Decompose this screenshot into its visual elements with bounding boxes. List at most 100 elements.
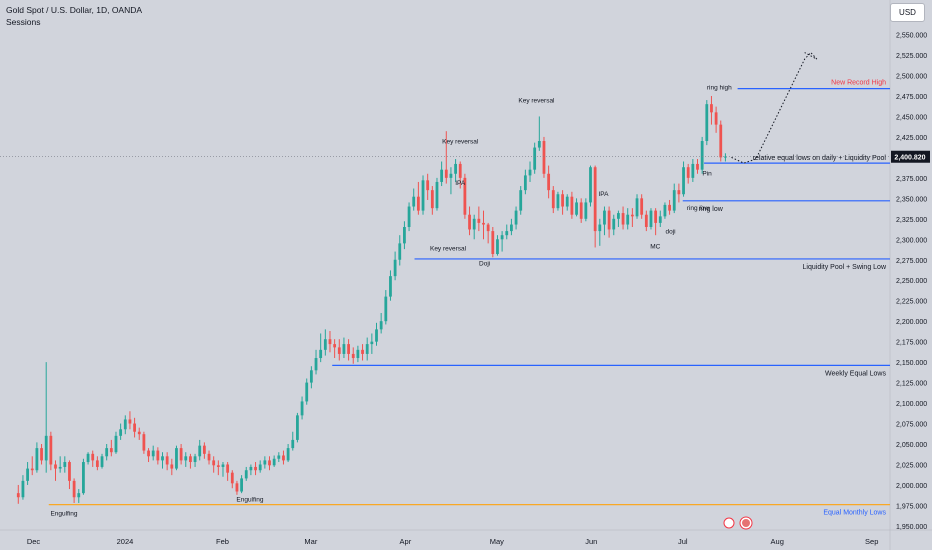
candle-body bbox=[254, 466, 257, 471]
candle-body bbox=[314, 358, 318, 371]
candle-body bbox=[705, 104, 709, 142]
candle-body bbox=[198, 445, 202, 457]
candle-body bbox=[644, 214, 648, 227]
pattern-annotation: Engulfing bbox=[50, 510, 77, 517]
candle-body bbox=[189, 456, 192, 463]
candle-body bbox=[128, 419, 132, 424]
candle-body bbox=[500, 235, 504, 240]
candle-body bbox=[333, 344, 337, 348]
candle-body bbox=[696, 163, 699, 170]
currency-button[interactable]: USD bbox=[890, 3, 925, 22]
candle-body bbox=[142, 434, 146, 451]
candle-body bbox=[635, 198, 639, 217]
price-tick-label: 2,475.000 bbox=[896, 94, 927, 101]
candle-body bbox=[30, 468, 34, 471]
level-label: New Record High bbox=[831, 80, 886, 87]
candle-body bbox=[356, 349, 360, 359]
candle-body bbox=[440, 169, 444, 182]
price-tick-label: 2,550.000 bbox=[896, 33, 927, 40]
candle-body bbox=[133, 423, 136, 432]
candle-body bbox=[212, 460, 216, 466]
level-label: Liquidity Pool + Swing Low bbox=[803, 264, 887, 271]
candle-body bbox=[230, 472, 234, 484]
candle-body bbox=[193, 456, 197, 463]
candle-body bbox=[21, 480, 25, 498]
indicator-label[interactable]: Sessions bbox=[6, 17, 41, 27]
candle-body bbox=[309, 370, 313, 383]
time-tick-label: Dec bbox=[27, 537, 41, 546]
price-tick-label: 2,450.000 bbox=[896, 114, 927, 121]
candle-body bbox=[95, 460, 99, 467]
candle-body bbox=[533, 147, 537, 170]
candle-body bbox=[547, 173, 551, 191]
price-tick-label: 2,100.000 bbox=[896, 401, 927, 408]
candle-body bbox=[323, 339, 327, 350]
symbol-title: Gold Spot / U.S. Dollar, 1D, OANDA bbox=[6, 5, 143, 15]
candle-body bbox=[724, 156, 727, 158]
current-price-tag bbox=[891, 150, 930, 163]
candle-body bbox=[282, 455, 285, 461]
candle-body bbox=[82, 462, 85, 494]
candle-body bbox=[677, 190, 681, 195]
current-price-label: 2,400.820 bbox=[894, 155, 925, 162]
candle-body bbox=[421, 180, 425, 211]
candle-body bbox=[505, 231, 509, 236]
price-tick-label: 2,125.000 bbox=[896, 381, 927, 388]
candle-body bbox=[375, 329, 378, 342]
candle-body bbox=[393, 259, 397, 277]
candle-body bbox=[305, 382, 309, 402]
candle-body bbox=[179, 448, 183, 461]
candle-body bbox=[272, 458, 276, 466]
candle-body bbox=[384, 296, 388, 322]
candle-body bbox=[598, 224, 602, 232]
candle-body bbox=[300, 401, 304, 416]
candle-body bbox=[584, 202, 588, 219]
candle-body bbox=[454, 163, 457, 174]
candle-body bbox=[35, 448, 39, 471]
candle-body bbox=[77, 493, 81, 498]
candle-body bbox=[403, 226, 406, 244]
candle-body bbox=[482, 222, 485, 225]
candle-body bbox=[184, 456, 188, 461]
candle-body bbox=[630, 214, 634, 217]
candle-body bbox=[398, 243, 402, 260]
time-tick-label: Apr bbox=[400, 537, 412, 546]
candle-body bbox=[686, 167, 690, 178]
price-tick-label: 2,375.000 bbox=[896, 176, 927, 183]
candle-body bbox=[170, 464, 174, 469]
candle-body bbox=[370, 341, 374, 345]
candle-body bbox=[221, 464, 225, 467]
pattern-annotation: Engulfing bbox=[236, 496, 263, 503]
price-tick-label: 1,950.000 bbox=[896, 524, 927, 531]
price-tick-label: 2,225.000 bbox=[896, 299, 927, 306]
price-tick-label: 2,275.000 bbox=[896, 258, 927, 265]
candle-body bbox=[291, 439, 295, 449]
candle-body bbox=[617, 213, 620, 219]
price-tick-label: 2,250.000 bbox=[896, 278, 927, 285]
event-icon bbox=[723, 517, 735, 529]
candle-body bbox=[523, 175, 527, 191]
candle-body bbox=[654, 210, 658, 223]
candle-body bbox=[672, 190, 676, 211]
candle-body bbox=[668, 204, 671, 211]
us-flag-icon-inner bbox=[742, 519, 750, 527]
candle-body bbox=[44, 435, 48, 461]
candle-body bbox=[342, 344, 346, 354]
price-tick-label: 2,325.000 bbox=[896, 217, 927, 224]
candle-body bbox=[202, 445, 206, 454]
pattern-annotation: IPA bbox=[598, 191, 609, 198]
candle-body bbox=[58, 466, 62, 469]
candle-body bbox=[542, 141, 546, 174]
candle-body bbox=[296, 415, 299, 440]
candle-body bbox=[389, 276, 392, 297]
candle-body bbox=[575, 202, 578, 215]
candle-body bbox=[477, 218, 481, 223]
candle-body bbox=[407, 206, 411, 227]
candle-body bbox=[700, 141, 704, 170]
candle-body bbox=[528, 169, 532, 176]
candle-body bbox=[435, 181, 439, 209]
candle-body bbox=[640, 198, 644, 215]
candle-body bbox=[565, 196, 569, 207]
